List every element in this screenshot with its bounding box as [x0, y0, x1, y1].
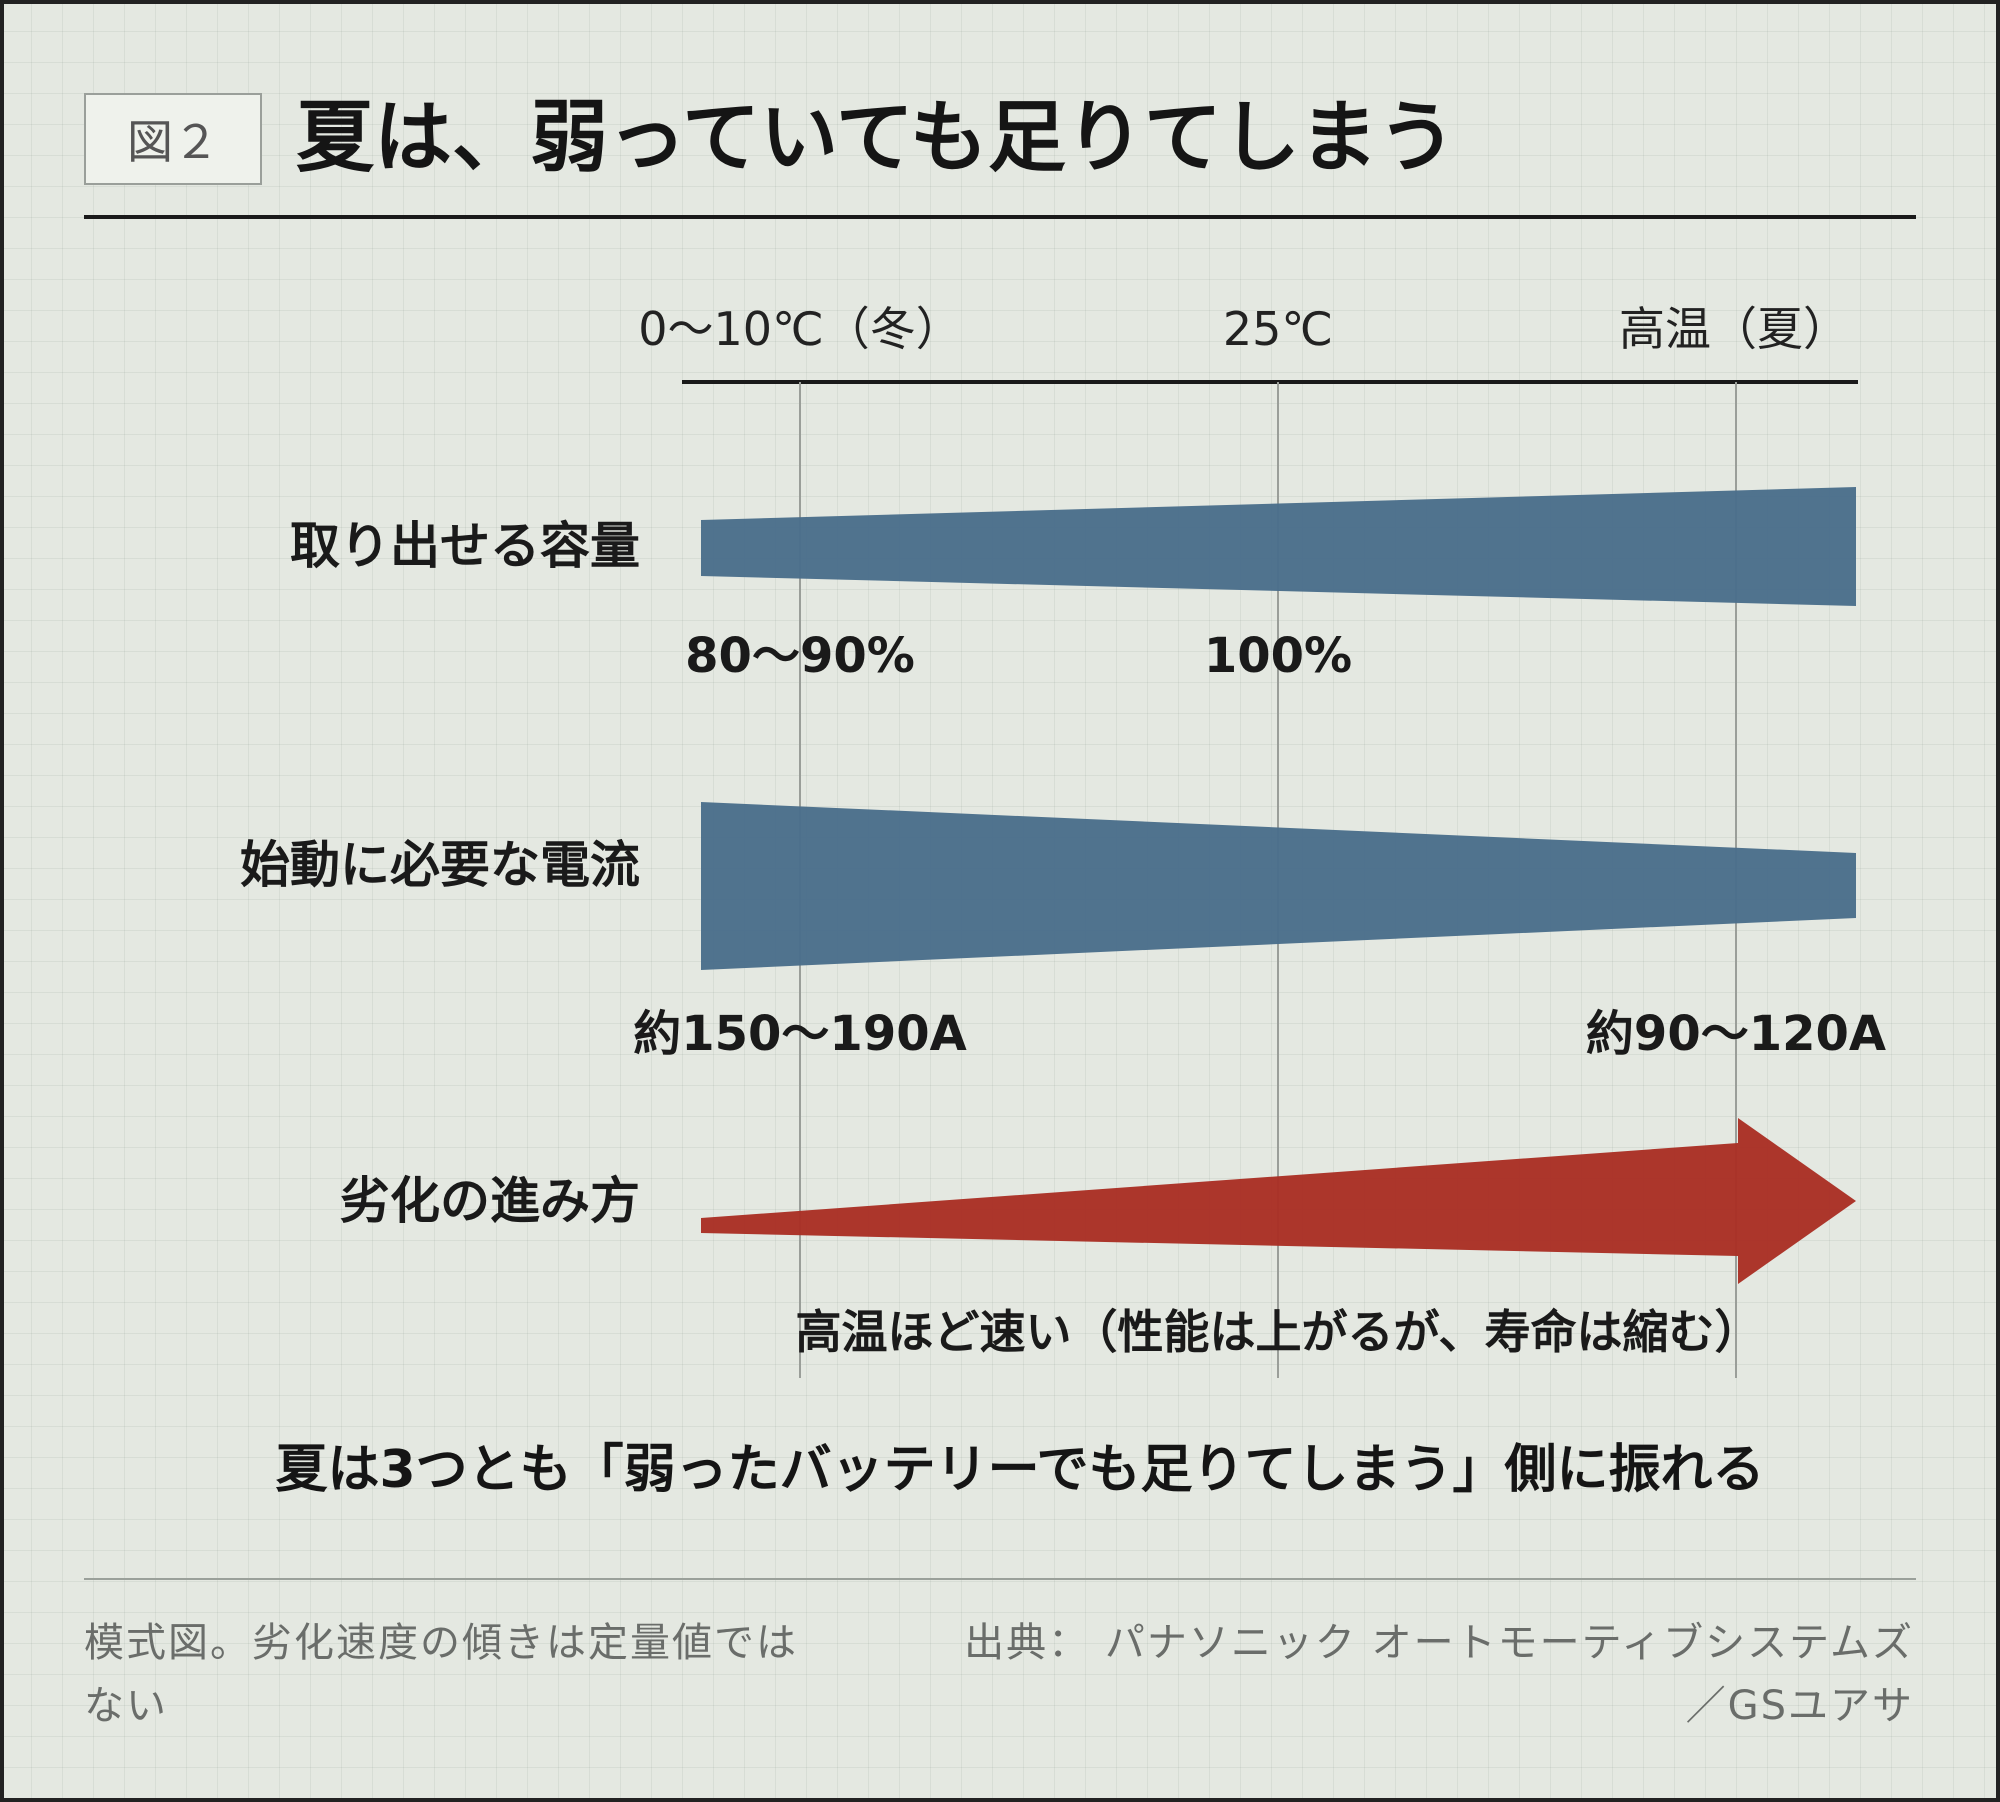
starting-current-wedge — [701, 802, 1856, 970]
source-line-2: ／GSユアサ — [1685, 1683, 1914, 1729]
degradation-annotation: 高温ほど速い（性能は上がるが、寿命は縮む） — [795, 1305, 1760, 1359]
current-annotation-winter: 約150〜190A — [633, 1006, 967, 1062]
row-label-capacity: 取り出せる容量 — [290, 517, 640, 575]
row-label-starting-current: 始動に必要な電流 — [240, 836, 640, 894]
axis-label-summer: 高温（夏） — [1619, 302, 1849, 356]
row-label-degradation: 劣化の進み方 — [340, 1172, 640, 1230]
source-line-1: 出典： パナソニック オートモーティブシステムズ — [964, 1620, 1914, 1666]
capacity-annotation-winter: 80〜90% — [685, 628, 915, 684]
source-credit: 出典： パナソニック オートモーティブシステムズ ／GSユアサ — [814, 1612, 1914, 1738]
current-annotation-summer: 約90〜120A — [1586, 1006, 1886, 1062]
figure-title: 夏は、弱っていても足りてしまう — [296, 92, 1456, 183]
axis-label-winter: 0〜10℃（冬） — [638, 302, 961, 356]
footnote: 模式図。劣化速度の傾きは定量値ではない — [84, 1620, 798, 1729]
conclusion-text: 夏は3つとも「弱ったバッテリーでも足りてしまう」側に振れる — [275, 1440, 1764, 1500]
axis-label-25c: 25℃ — [1223, 302, 1333, 356]
capacity-wedge — [701, 487, 1856, 606]
figure-number-badge: 図２ — [84, 93, 262, 185]
title-divider — [84, 215, 1916, 219]
degradation-arrow — [701, 1118, 1856, 1284]
capacity-annotation-25c: 100% — [1204, 628, 1352, 684]
footer-divider — [84, 1578, 1916, 1580]
